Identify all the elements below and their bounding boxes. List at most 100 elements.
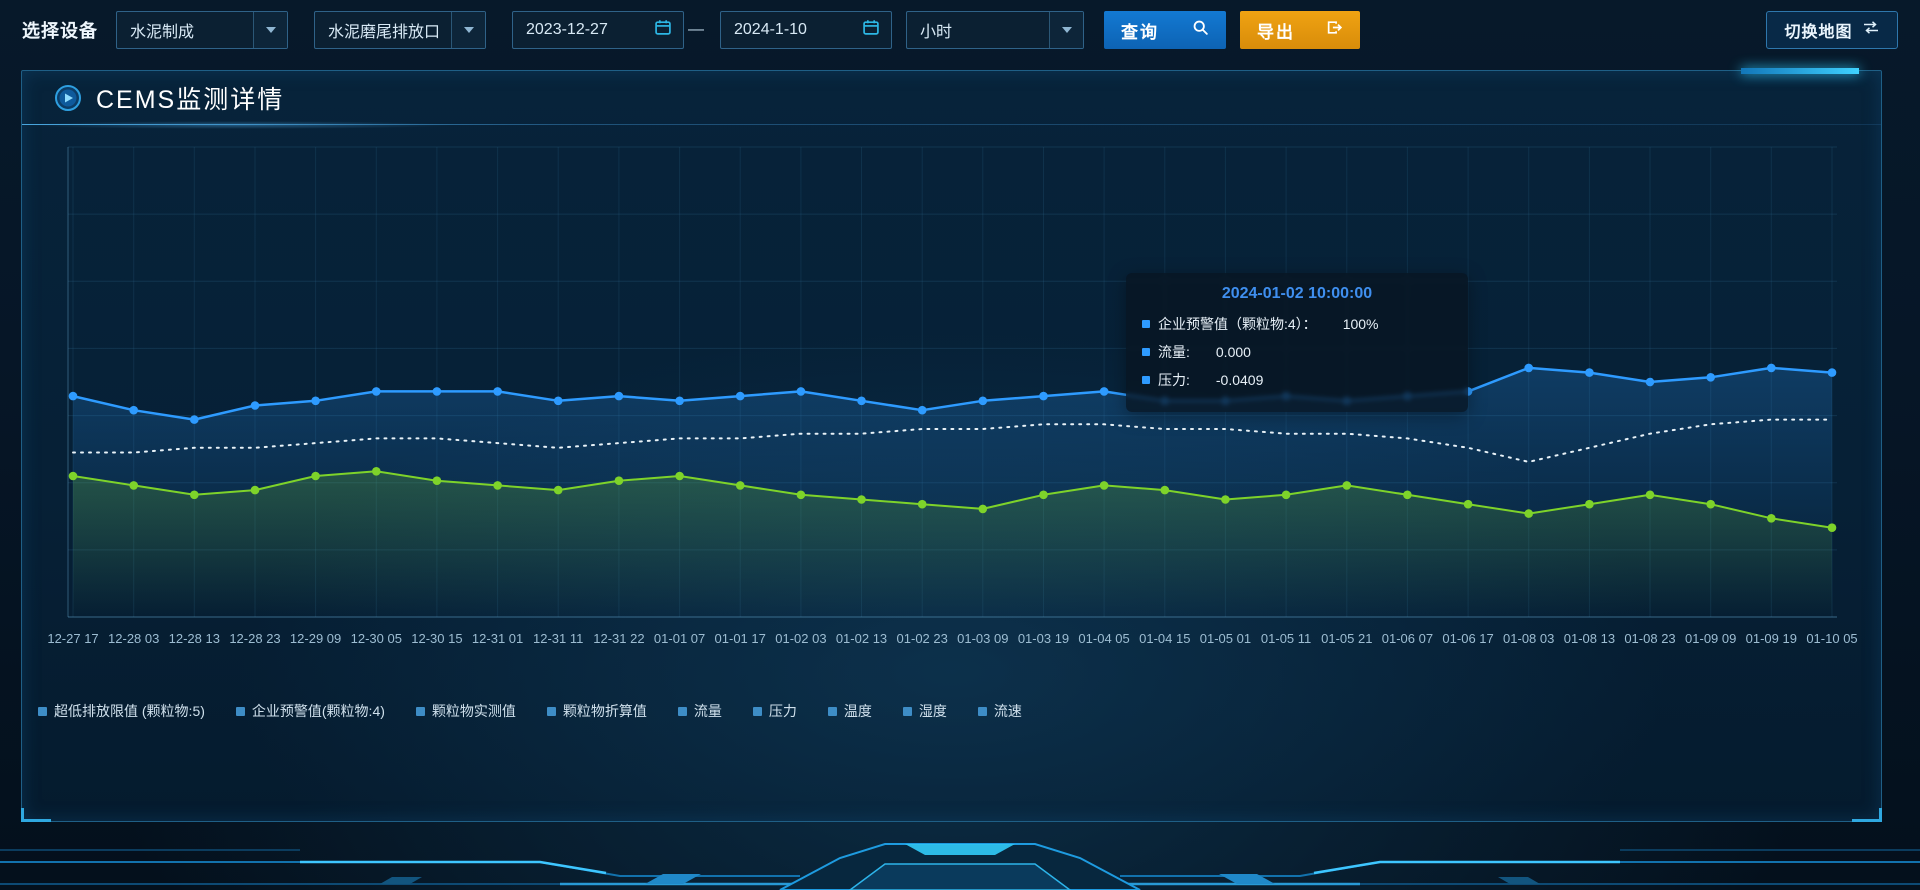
tooltip-timestamp: 2024-01-02 10:00:00: [1221, 285, 1373, 302]
svg-text:01-04 05: 01-04 05: [1078, 631, 1129, 646]
svg-text:12-31 22: 12-31 22: [593, 631, 644, 646]
svg-text:01-05 01: 01-05 01: [1200, 631, 1251, 646]
svg-text:12-29 09: 12-29 09: [290, 631, 341, 646]
outlet-select-value: 水泥磨尾排放口: [328, 24, 441, 41]
svg-text:01-08 03: 01-08 03: [1503, 631, 1554, 646]
query-button[interactable]: 查询: [1104, 11, 1226, 49]
svg-text:01-05 11: 01-05 11: [1261, 631, 1311, 646]
svg-text:01-02 23: 01-02 23: [897, 631, 948, 646]
play-circle-icon: [54, 84, 82, 112]
panel-corner-accent: [1852, 808, 1882, 822]
svg-text:12-31 01: 12-31 01: [472, 631, 523, 646]
legend-item[interactable]: 颗粒物实测值: [415, 701, 516, 721]
svg-text:12-30 15: 12-30 15: [411, 631, 462, 646]
chevron-down-icon[interactable]: [253, 12, 287, 48]
svg-text:01-03 09: 01-03 09: [957, 631, 1008, 646]
legend-item[interactable]: 企业预警值(颗粒物:4): [235, 701, 385, 721]
legend-item[interactable]: 流量: [677, 701, 722, 721]
cems-line-chart[interactable]: 12-27 17 12-28 03 12-28 13 12-28 23 12-29 09…: [47, 146, 1858, 677]
outlet-select[interactable]: 水泥磨尾排放口: [314, 11, 486, 49]
svg-text:12-28 03: 12-28 03: [108, 631, 159, 646]
legend-label: 颗粒物实测值: [431, 703, 516, 719]
svg-text:01-02 13: 01-02 13: [836, 631, 887, 646]
panel-top-accent: [1741, 68, 1859, 74]
legend-label: 温度: [843, 703, 872, 719]
chevron-down-icon[interactable]: [1049, 12, 1083, 48]
legend-label: 压力: [768, 703, 797, 719]
svg-text:12-28 23: 12-28 23: [229, 631, 280, 646]
export-icon: [1326, 19, 1343, 41]
end-date-input[interactable]: 2024-1-10: [720, 11, 892, 49]
svg-text:01-08 23: 01-08 23: [1624, 631, 1675, 646]
chart-tooltip: 2024-01-02 10:00:00 企业预警值（颗粒物:4）： 100% 流量:…: [1126, 273, 1468, 412]
svg-text:12-30 05: 12-30 05: [351, 631, 402, 646]
legend-label: 湿度: [918, 703, 947, 719]
tooltip-row-value: 100%: [1342, 316, 1379, 332]
tooltip-row-value: -0.0409: [1215, 372, 1264, 388]
page-title: CEMS监测详情: [96, 86, 285, 114]
cems-panel: CEMS监测详情 12-27 17 12-28 03 12-28 13 12-28 2…: [21, 68, 1882, 822]
device-select-value: 水泥制成: [130, 24, 195, 41]
panel-corner-accent: [21, 808, 51, 822]
search-icon: [1192, 19, 1209, 41]
svg-text:01-02 03: 01-02 03: [775, 631, 826, 646]
tooltip-row: 流量: 0.000: [1142, 342, 1452, 362]
device-select-label: 选择设备: [22, 21, 98, 41]
switch-map-button[interactable]: 切换地图: [1766, 11, 1898, 49]
device-select[interactable]: 水泥制成: [116, 11, 288, 49]
legend-item[interactable]: 颗粒物折算值: [546, 701, 647, 721]
svg-text:01-09 19: 01-09 19: [1746, 631, 1797, 646]
legend-item[interactable]: 湿度: [902, 701, 947, 721]
legend-marker-icon: [827, 706, 837, 716]
svg-text:12-28 13: 12-28 13: [169, 631, 220, 646]
legend-marker-icon: [415, 706, 425, 716]
legend-label: 流速: [993, 703, 1022, 719]
tooltip-row: 企业预警值（颗粒物:4）： 100%: [1142, 314, 1452, 334]
svg-text:12-27 17: 12-27 17: [47, 631, 98, 646]
footer-decoration: [0, 843, 1920, 890]
svg-text:01-06 07: 01-06 07: [1382, 631, 1433, 646]
legend-marker-icon: [677, 706, 687, 716]
legend-label: 超低排放限值 (颗粒物:5): [54, 703, 205, 719]
svg-text:01-06 17: 01-06 17: [1442, 631, 1493, 646]
legend-marker-icon: [752, 706, 762, 716]
chart-legend: 超低排放限值 (颗粒物:5) 企业预警值(颗粒物:4) 颗粒物实测值 颗粒物折算值 流量…: [38, 701, 1022, 721]
toolbar: 选择设备 水泥制成 水泥磨尾排放口 2023-12-27 — 2024-1-10…: [0, 0, 1920, 60]
chart-canvas[interactable]: 12-27 17 12-28 03 12-28 13 12-28 23 12-29 09…: [47, 146, 1858, 677]
tooltip-row-value: 0.000: [1215, 344, 1251, 360]
legend-item[interactable]: 流速: [977, 701, 1022, 721]
interval-select[interactable]: 小时: [906, 11, 1084, 49]
tooltip-row-label: 流量:: [1158, 344, 1190, 360]
start-date-value: 2023-12-27: [526, 21, 608, 38]
end-date-value: 2024-1-10: [734, 21, 807, 38]
series-marker-icon: [1142, 348, 1150, 356]
svg-text:01-05 21: 01-05 21: [1321, 631, 1372, 646]
start-date-input[interactable]: 2023-12-27: [512, 11, 684, 49]
swap-arrows-icon: [1862, 20, 1880, 40]
legend-label: 颗粒物折算值: [562, 703, 647, 719]
legend-item[interactable]: 超低排放限值 (颗粒物:5): [38, 701, 205, 721]
calendar-icon[interactable]: [654, 19, 672, 41]
series-marker-icon: [1142, 376, 1150, 384]
series-marker-icon: [1142, 320, 1150, 328]
calendar-icon[interactable]: [862, 19, 880, 41]
legend-label: 流量: [693, 703, 722, 719]
svg-text:01-01 17: 01-01 17: [715, 631, 766, 646]
legend-marker-icon: [902, 706, 912, 716]
tooltip-rows: 企业预警值（颗粒物:4）： 100% 流量: 0.000 压力: -0.0409: [1142, 314, 1452, 390]
chevron-down-icon[interactable]: [451, 12, 485, 48]
date-range-separator: —: [688, 21, 704, 38]
legend-item[interactable]: 压力: [752, 701, 797, 721]
svg-text:12-31 11: 12-31 11: [533, 631, 583, 646]
legend-item[interactable]: 温度: [827, 701, 872, 721]
tooltip-row-label: 压力:: [1158, 372, 1190, 388]
legend-marker-icon: [546, 706, 556, 716]
export-button[interactable]: 导出: [1240, 11, 1360, 49]
legend-marker-icon: [38, 706, 47, 716]
legend-marker-icon: [235, 706, 245, 716]
tooltip-row-label: 企业预警值（颗粒物:4）：: [1158, 316, 1317, 332]
svg-text:01-03 19: 01-03 19: [1018, 631, 1069, 646]
svg-text:01-09 09: 01-09 09: [1685, 631, 1736, 646]
panel-header: CEMS监测详情: [22, 71, 1881, 129]
